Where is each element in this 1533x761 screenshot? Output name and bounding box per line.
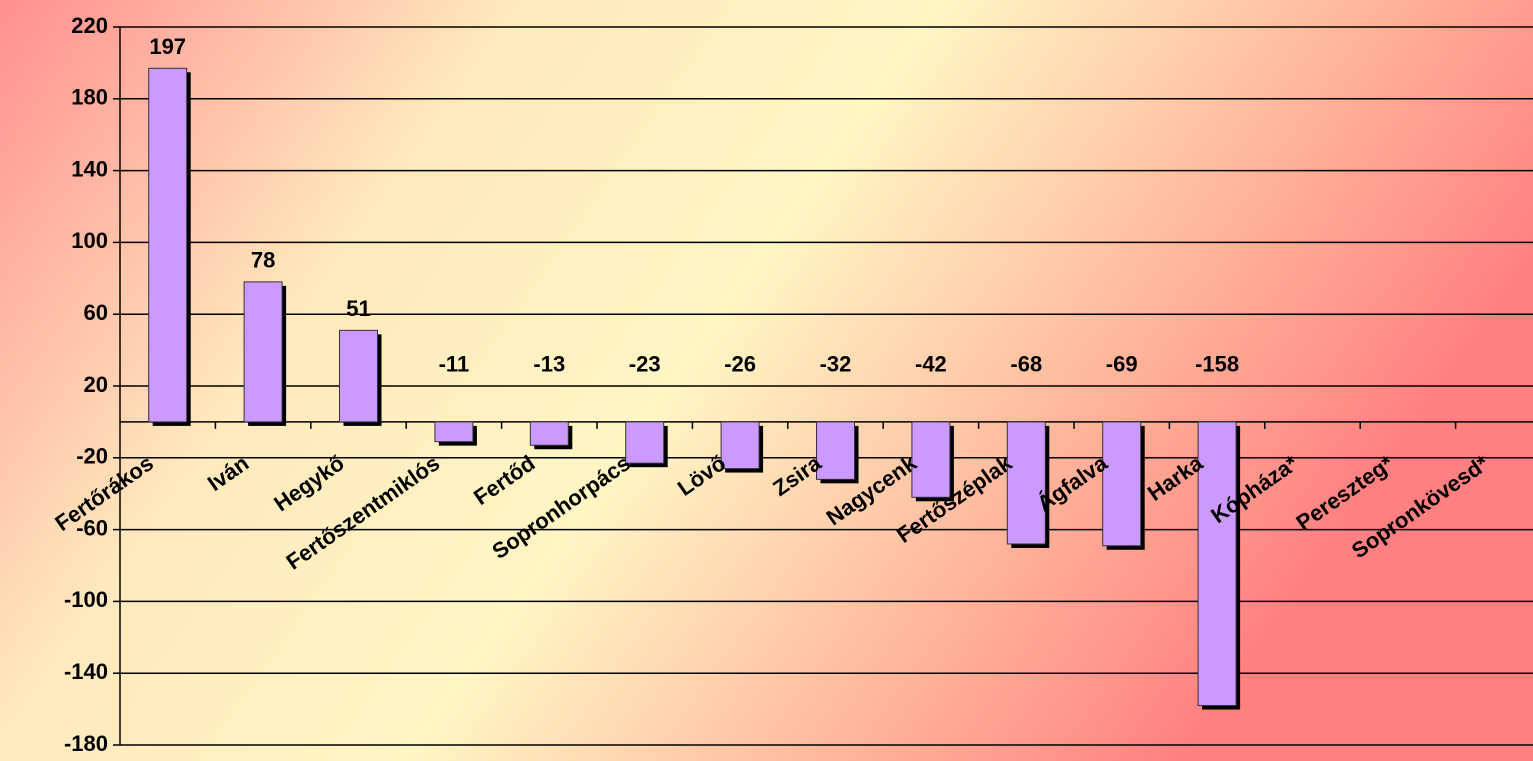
bar bbox=[1102, 421, 1142, 547]
y-tick-label: -20 bbox=[76, 444, 108, 469]
data-label: -32 bbox=[820, 352, 852, 377]
data-label: 51 bbox=[346, 296, 370, 321]
data-label: 197 bbox=[149, 34, 186, 59]
data-label: -158 bbox=[1195, 352, 1239, 377]
bar bbox=[625, 421, 665, 464]
bar bbox=[434, 421, 474, 443]
bar bbox=[911, 421, 951, 498]
y-tick-label: 180 bbox=[71, 85, 108, 110]
bar bbox=[1006, 421, 1046, 545]
data-label: -68 bbox=[1010, 352, 1042, 377]
bar bbox=[148, 67, 188, 423]
bar bbox=[816, 421, 855, 480]
bar bbox=[720, 421, 760, 470]
data-label: -69 bbox=[1106, 352, 1138, 377]
data-label: -11 bbox=[439, 352, 470, 377]
y-tick-label: -140 bbox=[64, 659, 108, 684]
y-tick-label: -100 bbox=[64, 587, 108, 612]
y-tick-label: 100 bbox=[71, 228, 108, 253]
y-tick-label: 140 bbox=[71, 156, 108, 181]
y-tick-label: -60 bbox=[76, 515, 108, 540]
bar bbox=[339, 329, 378, 423]
bar bbox=[1197, 421, 1237, 707]
bar bbox=[243, 281, 283, 423]
y-tick-label: 60 bbox=[84, 300, 108, 325]
bar bbox=[529, 421, 569, 446]
y-tick-label: 220 bbox=[71, 13, 108, 38]
data-label: -23 bbox=[629, 352, 661, 377]
data-label: -13 bbox=[533, 352, 565, 377]
data-label: -26 bbox=[724, 352, 756, 377]
data-label: -42 bbox=[915, 352, 947, 377]
y-tick-label: 20 bbox=[84, 372, 108, 397]
y-tick-label: -180 bbox=[64, 731, 108, 756]
data-label: 78 bbox=[251, 248, 275, 273]
